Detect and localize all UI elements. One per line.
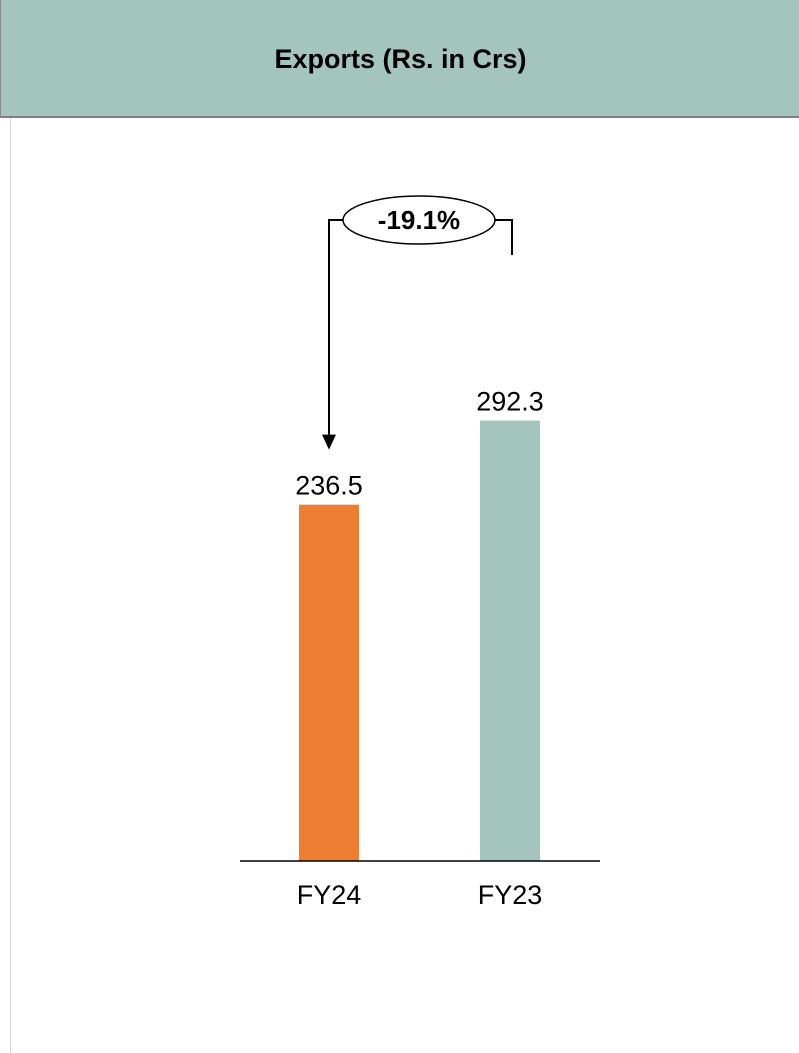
chart-header: Exports (Rs. in Crs) bbox=[0, 0, 799, 118]
data-label-fy23: 292.3 bbox=[476, 387, 544, 417]
tick-label-fy24: FY24 bbox=[297, 880, 362, 910]
chart-title: Exports (Rs. in Crs) bbox=[274, 43, 527, 74]
annotation-oval bbox=[342, 195, 496, 245]
bar-fy23 bbox=[480, 420, 540, 861]
data-label-fy24: 236.5 bbox=[295, 471, 363, 501]
bar-chart: 236.5 FY24 292.3 FY23 -19.1% bbox=[240, 195, 600, 910]
tick-label-fy23: FY23 bbox=[478, 880, 543, 910]
bar-fy24 bbox=[299, 504, 359, 861]
chart-panel bbox=[10, 0, 799, 1053]
annotation-arrow-head bbox=[322, 434, 336, 450]
annotation-growth-label: -19.1% bbox=[378, 205, 460, 235]
annotation-bracket-right bbox=[493, 219, 513, 255]
annotation-arrow-line bbox=[328, 219, 345, 435]
